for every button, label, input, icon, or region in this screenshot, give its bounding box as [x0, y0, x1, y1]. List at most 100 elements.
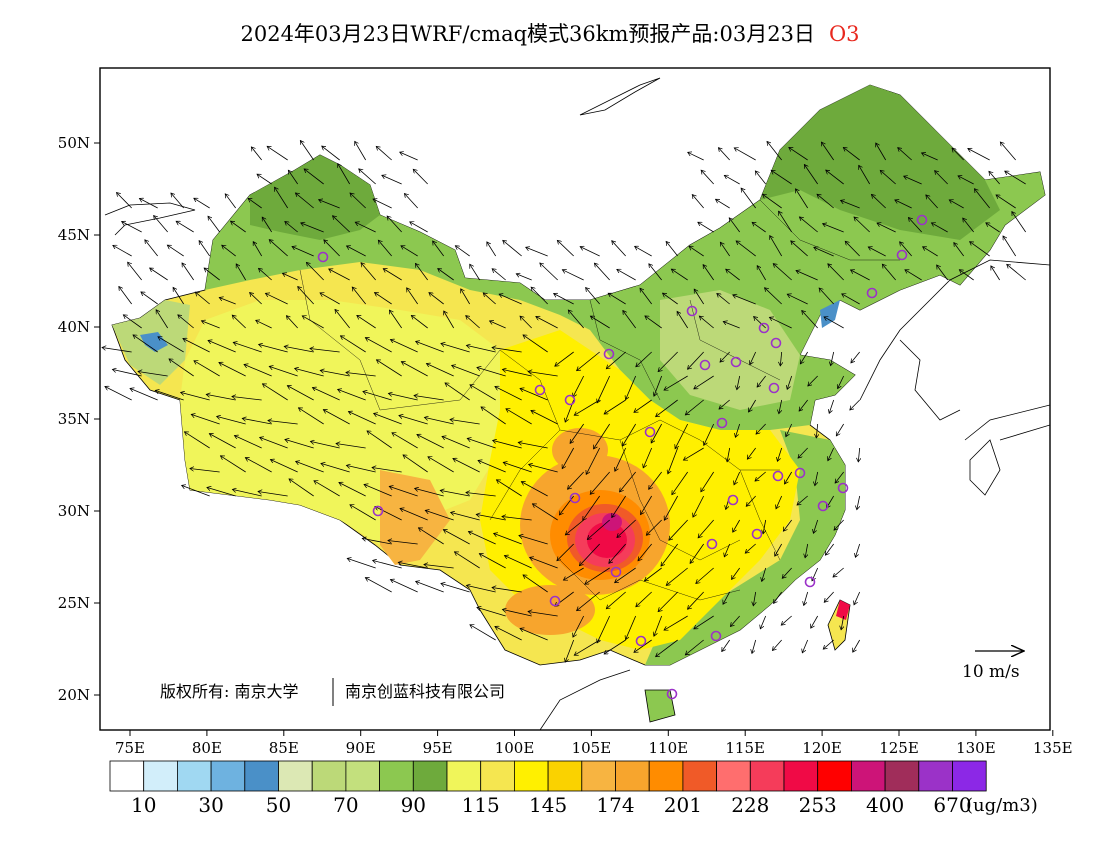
- wind-arrow: [367, 431, 392, 449]
- company-text: 南京创蓝科技有限公司: [345, 682, 505, 701]
- wind-arrow: [302, 316, 324, 329]
- wind-arrow: [585, 567, 610, 584]
- wind-arrow: [651, 423, 663, 443]
- wind-arrow: [594, 263, 610, 281]
- legend-label: 115: [462, 793, 500, 817]
- wind-arrow: [828, 264, 844, 281]
- wind-arrow: [762, 194, 782, 209]
- wind-arrow: [232, 397, 262, 401]
- wind-arrow: [526, 247, 548, 257]
- wind-arrow: [424, 565, 454, 569]
- wind-arrow: [900, 242, 912, 257]
- wind-arrow: [128, 262, 142, 281]
- wind-arrow: [540, 263, 558, 281]
- wind-arrow: [322, 146, 340, 161]
- wind-arrow: [747, 447, 756, 459]
- wind-arrow: [347, 558, 376, 569]
- wind-arrow: [699, 316, 714, 329]
- wind-arrow: [688, 591, 704, 609]
- wind-arrow: [444, 311, 455, 329]
- wind-arrow: [724, 543, 731, 557]
- wind-arrow: [285, 221, 298, 233]
- wind-arrow: [284, 346, 314, 353]
- wind-arrow: [176, 221, 194, 233]
- wind-arrow: [204, 268, 220, 281]
- wind-arrow: [476, 514, 506, 521]
- wind-arrow: [536, 317, 558, 329]
- wind-arrow: [701, 471, 715, 492]
- wind-arrow: [718, 148, 730, 161]
- wind-arrow: [620, 471, 636, 492]
- wind-arrow: [400, 152, 418, 161]
- wind-arrow: [529, 464, 558, 473]
- wind-arrow: [260, 437, 288, 449]
- wind-arrow: [661, 543, 678, 566]
- wind-arrow: [746, 495, 756, 506]
- wind-arrow: [257, 174, 272, 185]
- wind-arrow: [876, 143, 887, 161]
- wind-arrow: [516, 274, 532, 281]
- station-marker: [727, 494, 739, 506]
- wind-arrow: [258, 492, 288, 497]
- wind-arrow: [772, 639, 782, 651]
- station-marker: [770, 337, 782, 349]
- wind-arrow: [156, 310, 169, 329]
- wind-arrow: [298, 287, 314, 305]
- wind-arrow: [336, 444, 366, 449]
- wind-arrow: [767, 141, 782, 161]
- wind-arrow: [612, 495, 627, 518]
- wind-arrow: [415, 263, 428, 281]
- wind-arrow: [654, 615, 663, 636]
- wind-arrow: [719, 399, 730, 409]
- wind-arrow: [898, 148, 912, 161]
- wind-arrow: [389, 486, 418, 497]
- wind-arrow: [609, 543, 626, 563]
- wind-arrow: [606, 351, 626, 369]
- station-marker: [569, 492, 581, 504]
- wind-arrow: [520, 628, 548, 641]
- station-marker: [758, 322, 770, 334]
- legend-swatch: [884, 760, 920, 792]
- wind-arrow: [789, 147, 808, 161]
- wind-arrow: [791, 241, 808, 257]
- legend-label: 50: [266, 793, 291, 817]
- wind-arrow: [390, 340, 418, 353]
- lon-tick-label: 80E: [192, 739, 222, 757]
- wind-arrow: [477, 367, 506, 377]
- wind-arrow: [454, 552, 480, 569]
- wind-arrow: [433, 241, 444, 257]
- legend-swatch: [176, 760, 212, 792]
- wind-arrow: [184, 432, 210, 449]
- wind-arrow: [785, 471, 793, 484]
- wind-arrow: [895, 200, 912, 209]
- wind-arrow: [604, 639, 626, 654]
- wind-arrow: [645, 316, 662, 329]
- lon-tick-label: 115E: [725, 739, 765, 757]
- wind-arrow: [774, 591, 782, 603]
- wind-arrow: [289, 479, 314, 497]
- wind-arrow: [496, 480, 522, 497]
- wind-arrow: [636, 591, 652, 607]
- wind-arrow: [1007, 264, 1026, 281]
- wind-arrow: [167, 245, 184, 257]
- station-marker: [772, 470, 784, 482]
- wind-arrow: [119, 287, 132, 305]
- lon-tick-label: 90E: [346, 739, 376, 757]
- wind-arrow: [842, 294, 860, 305]
- wind-arrow: [816, 423, 817, 438]
- wind-arrow: [182, 485, 210, 497]
- wind-arrow: [499, 294, 522, 305]
- wind-arrow: [416, 341, 444, 353]
- wind-arrow: [855, 543, 861, 557]
- wind-arrow: [841, 615, 844, 630]
- wind-arrow: [481, 407, 506, 425]
- lat-tick-label: 50N: [58, 134, 90, 152]
- wind-arrow: [209, 434, 236, 449]
- wind-arrow: [970, 242, 990, 257]
- wind-arrow: [857, 495, 861, 510]
- wind-arrow: [372, 468, 402, 473]
- wind-arrow: [690, 543, 704, 563]
- wind-arrow: [178, 315, 194, 329]
- wind-arrow: [364, 484, 392, 497]
- wind-arrow: [685, 639, 704, 655]
